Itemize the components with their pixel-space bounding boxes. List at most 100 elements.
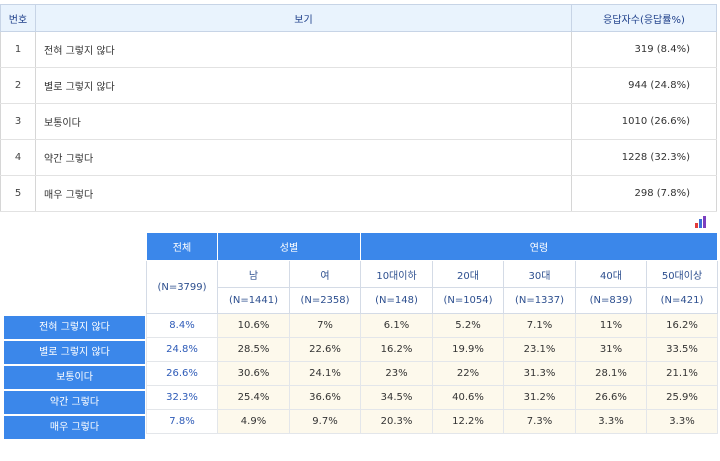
- cross-value: 11%: [575, 313, 647, 338]
- cross-value-total: 24.8%: [146, 337, 218, 362]
- response-num: 1: [0, 31, 36, 68]
- cross-value: 31.3%: [503, 361, 576, 386]
- column-label: 남: [217, 260, 290, 288]
- response-num: 4: [0, 139, 36, 176]
- group-header-gender: 성별: [217, 232, 361, 261]
- cross-value: 7.1%: [503, 313, 576, 338]
- cross-value: 12.2%: [432, 409, 504, 434]
- cross-value: 22.6%: [289, 337, 361, 362]
- column-label: 30대: [503, 260, 576, 288]
- response-num: 3: [0, 103, 36, 140]
- response-num: 5: [0, 175, 36, 212]
- cross-value: 23.1%: [503, 337, 576, 362]
- response-row: 5 매우 그렇다 298 (7.8%): [0, 175, 717, 212]
- header-num: 번호: [0, 4, 36, 32]
- response-count: 1228 (32.3%): [571, 139, 717, 176]
- cross-value: 25.9%: [646, 385, 718, 410]
- cross-table-label-row: (N=3799) 남 여 10대이하 20대 30대 40대 50대이상: [146, 260, 718, 314]
- cross-value-total: 8.4%: [146, 313, 218, 338]
- bar-chart-icon-bar: [695, 223, 698, 228]
- row-header: 별로 그렇지 않다: [4, 341, 145, 364]
- row-header: 매우 그렇다: [4, 416, 145, 439]
- cross-value: 40.6%: [432, 385, 504, 410]
- corner-blank: [0, 232, 145, 316]
- cross-value: 36.6%: [289, 385, 361, 410]
- response-count: 1010 (26.6%): [571, 103, 717, 140]
- cross-value: 26.6%: [575, 385, 647, 410]
- cross-value: 34.5%: [360, 385, 433, 410]
- cross-value: 25.4%: [217, 385, 290, 410]
- column-n: (N=2358): [289, 287, 361, 314]
- response-num: 2: [0, 67, 36, 104]
- cross-table-group-row: 전체 성별 연령: [146, 232, 718, 261]
- response-label: 매우 그렇다: [35, 175, 572, 212]
- column-n: (N=839): [575, 287, 647, 314]
- response-label: 보통이다: [35, 103, 572, 140]
- cross-table-n-row: (N=1441) (N=2358) (N=148) (N=1054) (N=1337)(…: [147, 287, 718, 314]
- cross-value-total: 32.3%: [146, 385, 218, 410]
- group-header-total: 전체: [146, 232, 218, 261]
- response-row: 1 전혀 그렇지 않다 319 (8.4%): [0, 31, 717, 68]
- column-label: 10대이하: [360, 260, 433, 288]
- cross-value: 28.5%: [217, 337, 290, 362]
- column-n: (N=148): [360, 287, 433, 314]
- cross-row: 32.3% 25.4% 36.6% 34.5% 40.6% 31.2% 26.6% 25.9%: [146, 385, 718, 410]
- column-label: 20대: [432, 260, 504, 288]
- header-option: 보기: [35, 4, 572, 32]
- row-header: 전혀 그렇지 않다: [4, 316, 145, 339]
- response-label: 약간 그렇다: [35, 139, 572, 176]
- column-n: (N=421): [646, 287, 718, 314]
- cross-value: 16.2%: [646, 313, 718, 338]
- cross-value: 33.5%: [646, 337, 718, 362]
- response-row: 4 약간 그렇다 1228 (32.3%): [0, 139, 717, 176]
- response-count: 298 (7.8%): [571, 175, 717, 212]
- cross-value: 3.3%: [646, 409, 718, 434]
- row-header: 약간 그렇다: [4, 391, 145, 414]
- response-table: 번호 보기 응답자수(응답률%) 1 전혀 그렇지 않다 319 (8.4%) 2 별로…: [0, 4, 717, 212]
- cross-value: 7%: [289, 313, 361, 338]
- response-count: 944 (24.8%): [571, 67, 717, 104]
- response-count: 319 (8.4%): [571, 31, 717, 68]
- header-count: 응답자수(응답률%): [571, 4, 717, 32]
- cross-row: 7.8% 4.9% 9.7% 20.3% 12.2% 7.3% 3.3% 3.3%: [146, 409, 718, 434]
- cross-row: 26.6% 30.6% 24.1% 23% 22% 31.3% 28.1% 21.1%: [146, 361, 718, 386]
- group-header-age: 연령: [360, 232, 718, 261]
- cross-value: 31.2%: [503, 385, 576, 410]
- cross-value: 9.7%: [289, 409, 361, 434]
- cross-value: 7.3%: [503, 409, 576, 434]
- response-table-header: 번호 보기 응답자수(응답률%): [0, 4, 717, 32]
- cross-value: 3.3%: [575, 409, 647, 434]
- cross-value: 10.6%: [217, 313, 290, 338]
- cross-value: 21.1%: [646, 361, 718, 386]
- response-row: 2 별로 그렇지 않다 944 (24.8%): [0, 67, 717, 104]
- cross-row: 24.8% 28.5% 22.6% 16.2% 19.9% 23.1% 31% 33.5%: [146, 337, 718, 362]
- column-n: (N=1337): [503, 287, 576, 314]
- bar-chart-icon[interactable]: [695, 216, 709, 228]
- response-label: 전혀 그렇지 않다: [35, 31, 572, 68]
- cross-value-total: 26.6%: [146, 361, 218, 386]
- cross-value: 30.6%: [217, 361, 290, 386]
- row-header: 보통이다: [4, 366, 145, 389]
- cross-value: 4.9%: [217, 409, 290, 434]
- column-label: 50대이상: [646, 260, 718, 288]
- cross-value-total: 7.8%: [146, 409, 218, 434]
- cross-value: 16.2%: [360, 337, 433, 362]
- cross-value: 23%: [360, 361, 433, 386]
- column-n: (N=1441): [217, 287, 290, 314]
- bar-chart-icon-bar: [699, 219, 702, 228]
- cross-value: 24.1%: [289, 361, 361, 386]
- cross-value: 28.1%: [575, 361, 647, 386]
- column-label: 여: [289, 260, 361, 288]
- column-label: 40대: [575, 260, 647, 288]
- response-label: 별로 그렇지 않다: [35, 67, 572, 104]
- cross-value: 20.3%: [360, 409, 433, 434]
- cross-value: 6.1%: [360, 313, 433, 338]
- cross-value: 5.2%: [432, 313, 504, 338]
- response-row: 3 보통이다 1010 (26.6%): [0, 103, 717, 140]
- cross-table: 전체 성별 연령 (N=3799) 남 여 10대이하 20대 30대 40대 50대이상 …: [146, 232, 718, 434]
- cross-table-row-headers: 전혀 그렇지 않다 별로 그렇지 않다 보통이다 약간 그렇다 매우 그렇다: [4, 316, 145, 441]
- cross-value: 31%: [575, 337, 647, 362]
- cross-value: 19.9%: [432, 337, 504, 362]
- cross-value: 22%: [432, 361, 504, 386]
- total-n: (N=3799): [146, 260, 218, 314]
